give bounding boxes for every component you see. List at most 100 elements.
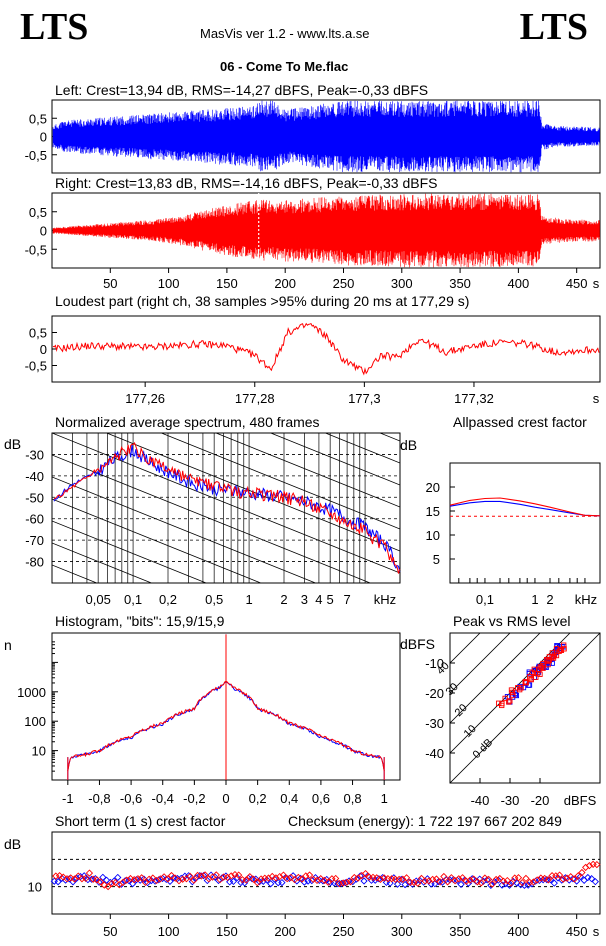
right-channel-point [253, 879, 261, 887]
y-tick-label: 0,5 [29, 205, 47, 220]
x-tick-label: -40 [471, 793, 490, 808]
right-channel-point [242, 876, 250, 884]
right-channel-point [528, 676, 534, 683]
right-channel-point [515, 685, 521, 691]
left-channel-waveform [52, 100, 600, 173]
short-term-crest-frame [51, 831, 601, 915]
crest-line [450, 633, 600, 783]
y-tick-label: 0 [40, 224, 47, 239]
left-channel-point [229, 877, 238, 886]
x-tick-label: 1 [531, 592, 538, 607]
slope-line [105, 433, 400, 552]
right-channel-line [52, 322, 600, 376]
x-tick-label: 400 [508, 276, 530, 291]
right-channel-point [59, 873, 67, 881]
right-channel-point [298, 875, 306, 883]
x-tick-label: 50 [103, 276, 117, 291]
left-channel-point [58, 874, 66, 882]
y-tick-label: 20 [426, 480, 440, 495]
lts-logo-right: LTS [519, 6, 588, 48]
left-channel-point [203, 876, 211, 885]
right-channel-point [361, 869, 370, 878]
right-channel-point [320, 876, 329, 885]
right-channel-point [549, 650, 555, 656]
left-channel-point [507, 699, 513, 705]
right-channel-point [138, 874, 146, 882]
right-waveform-title: Right: Crest=13,83 dB, RMS=-14,16 dBFS, … [55, 175, 437, 191]
lts-logo-left: LTS [20, 6, 89, 48]
x-tick-label: -20 [531, 793, 550, 808]
right-channel-point [458, 874, 467, 882]
y-tick-label: 100 [24, 714, 46, 729]
right-channel-point [558, 647, 565, 653]
x-tick-label: 0,1 [476, 592, 494, 607]
right-channel-point [190, 876, 198, 884]
right-channel-point [149, 874, 157, 882]
x-tick-label: 350 [449, 276, 471, 291]
right-channel-point [283, 875, 291, 883]
x-tick-label: 450 [566, 276, 588, 291]
right-channel-point [343, 878, 351, 886]
right-channel-point [567, 873, 575, 881]
x-tick-label: -0,4 [152, 791, 174, 806]
short-term-crest-title: Short term (1 s) crest factor [55, 813, 226, 829]
x-unit-label: kHz [575, 592, 597, 607]
right-channel-point [373, 874, 381, 882]
x-tick-label: 1 [381, 791, 388, 806]
right-channel-point [455, 875, 463, 883]
x-unit-label: s [593, 276, 600, 291]
left-channel-point [300, 878, 308, 886]
right-channel-point [496, 700, 502, 706]
left-channel-point [136, 876, 144, 884]
right-channel-point [171, 874, 179, 882]
x-tick-label: 200 [274, 276, 296, 291]
right-channel-point [414, 879, 422, 887]
left-channel-point [526, 671, 533, 677]
right-channel-point [305, 871, 314, 879]
right-channel-line [53, 442, 401, 574]
right-channel-point [376, 875, 385, 883]
y-tick-label: 10 [32, 744, 46, 759]
right-channel-point [74, 872, 82, 880]
right-channel-point [276, 872, 284, 881]
right-channel-point [417, 874, 426, 883]
y-tick-label: 1000 [17, 685, 46, 700]
right-channel-point [201, 871, 209, 879]
right-channel-point [466, 876, 474, 884]
right-channel-point [557, 647, 563, 653]
left-channel-point [117, 880, 126, 888]
right-channel-point [123, 876, 131, 884]
right-channel-point [514, 874, 523, 882]
right-channel-point [257, 875, 265, 883]
y-tick-label: -40 [25, 469, 44, 484]
x-tick-label: -0,6 [120, 791, 142, 806]
y-axis-label: dB [400, 437, 417, 453]
x-tick-label: 400 [508, 924, 530, 939]
x-axis-label: dBFS [564, 793, 597, 808]
y-tick-label: 5 [433, 552, 440, 567]
right-channel-point [111, 878, 120, 887]
left-channel-point [554, 874, 562, 882]
x-tick-label: 0,4 [280, 791, 298, 806]
x-tick-label: 177,28 [235, 391, 275, 406]
right-channel-point [63, 875, 71, 883]
left-waveform-title: Left: Crest=13,94 dB, RMS=-14,27 dBFS, P… [55, 82, 428, 98]
x-tick-label: 2 [280, 592, 287, 607]
right-channel-point [570, 875, 579, 883]
crest-line-label: 10 [462, 723, 479, 740]
right-channel-point [100, 881, 108, 889]
spectrum-title: Normalized average spectrum, 480 frames [55, 414, 320, 430]
x-tick-label: 3 [301, 592, 308, 607]
x-tick-label: 0,2 [159, 592, 177, 607]
left-channel-point [54, 878, 62, 886]
y-tick-label: -80 [25, 555, 44, 570]
right-channel-point [540, 874, 549, 883]
right-channel-point [197, 872, 205, 880]
right-channel-point [593, 860, 601, 869]
right-channel-point [294, 873, 303, 882]
crest-line [450, 633, 541, 724]
checksum-text: Checksum (energy): 1 722 197 667 202 849 [288, 813, 562, 829]
right-channel-point [108, 879, 116, 888]
allpassed-crest-frame [449, 462, 601, 584]
right-channel-point [52, 872, 60, 880]
